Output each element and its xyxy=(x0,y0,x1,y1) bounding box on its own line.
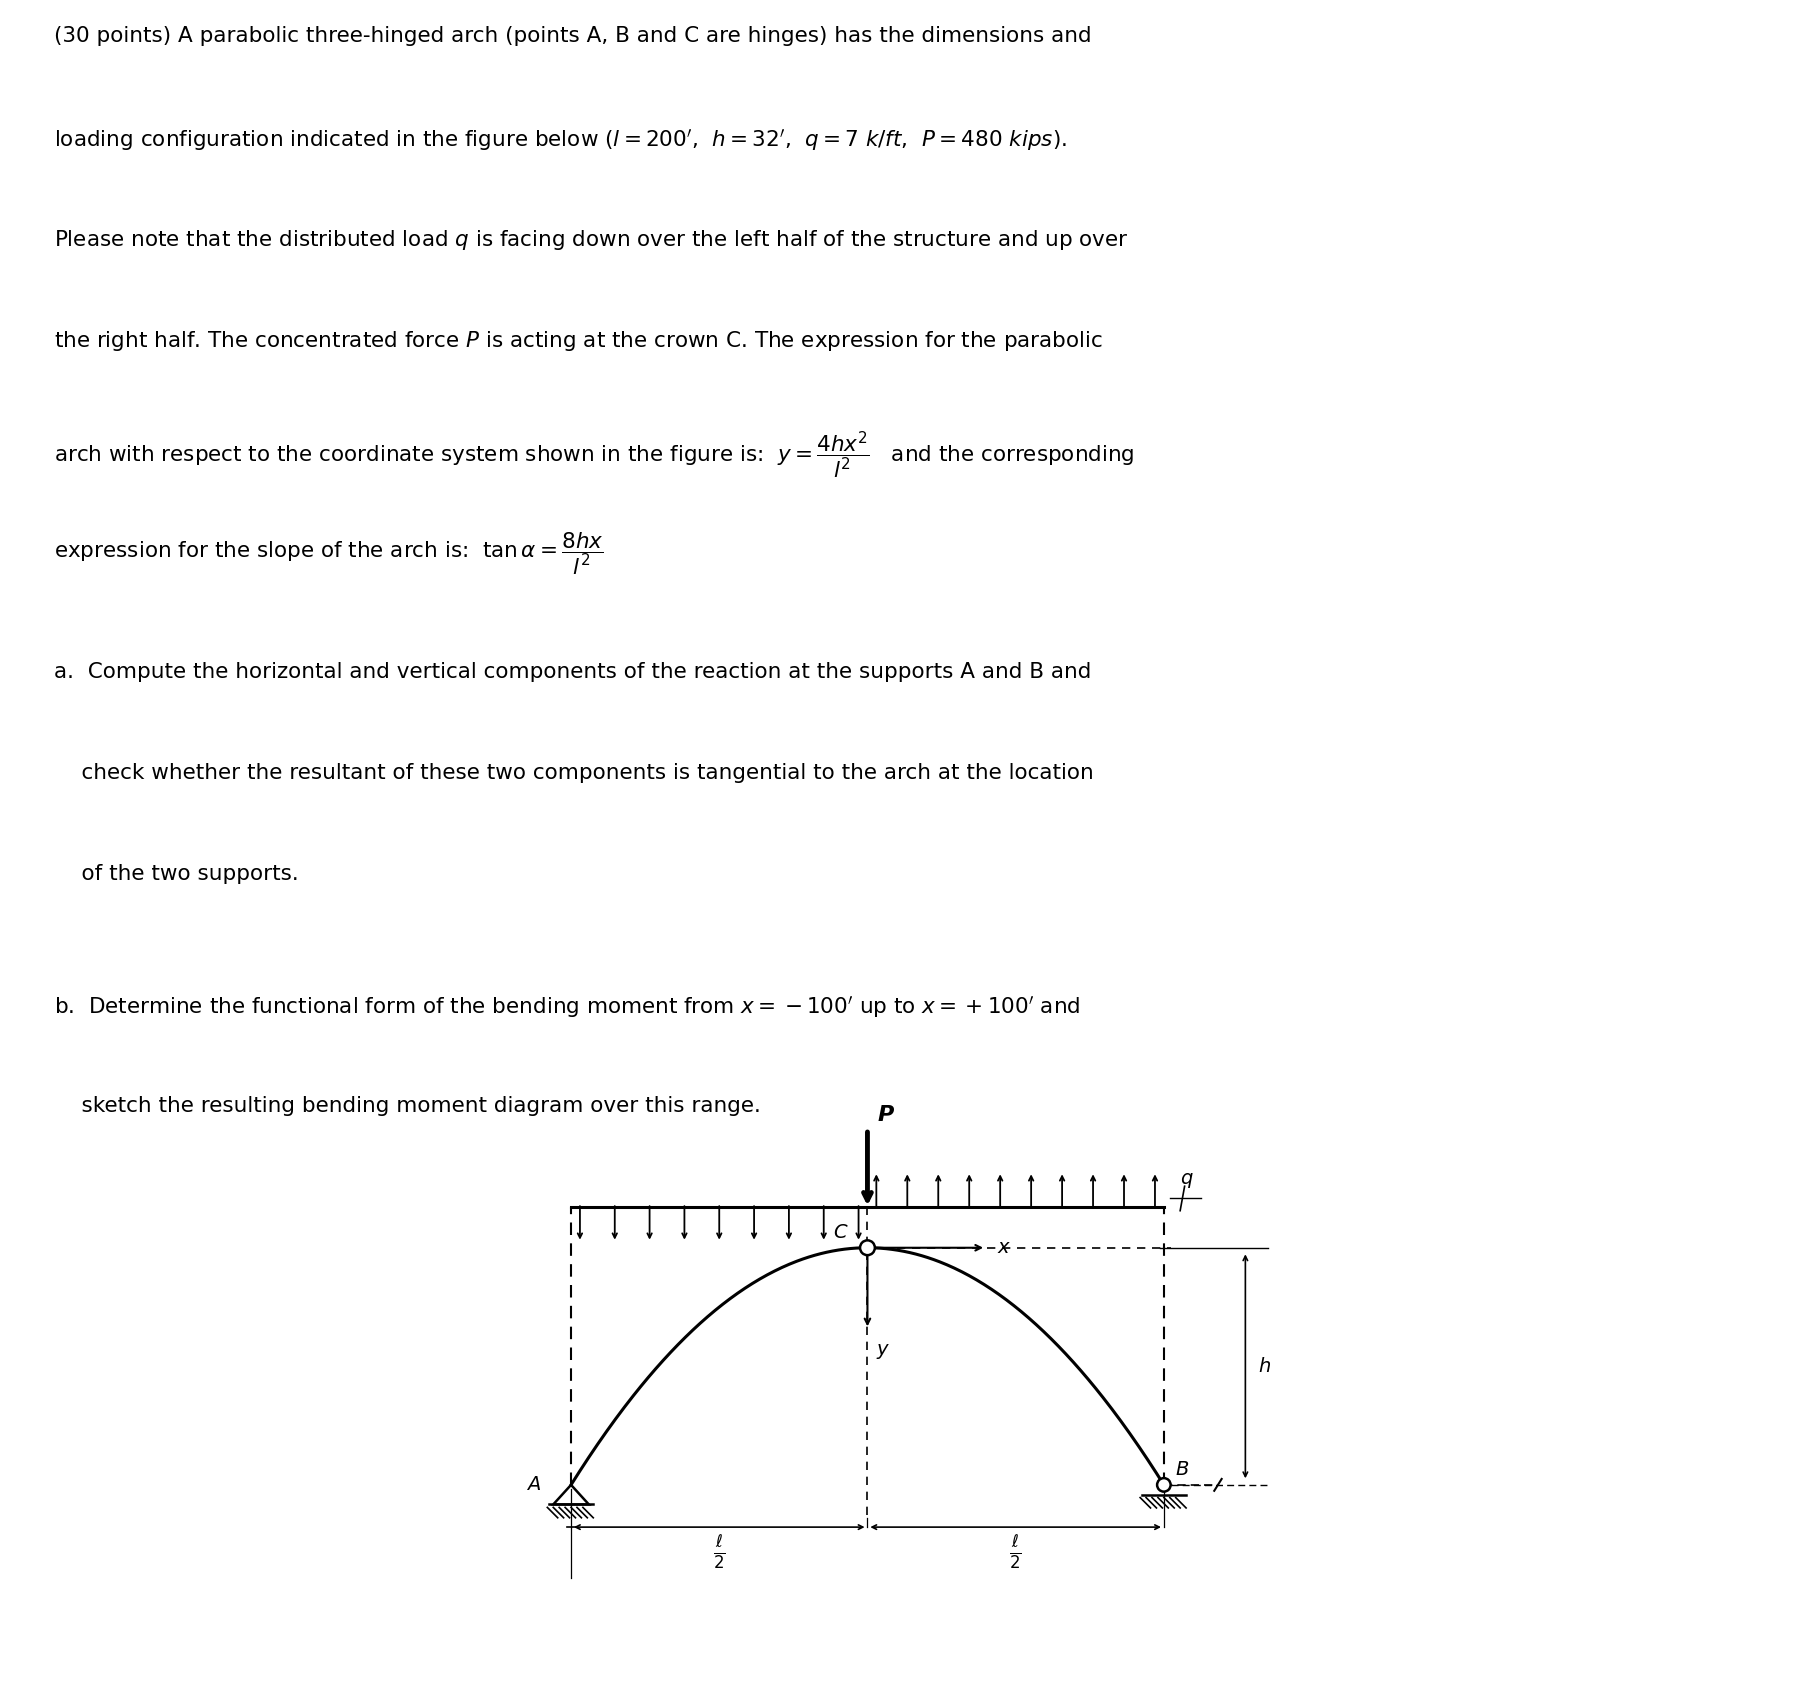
Text: loading configuration indicated in the figure below ($l = 200'$,  $h = 32'$,  $q: loading configuration indicated in the f… xyxy=(54,127,1067,154)
Text: $\frac{\ell}{2}$: $\frac{\ell}{2}$ xyxy=(713,1533,725,1571)
Text: q: q xyxy=(1179,1169,1192,1188)
Text: A: A xyxy=(526,1476,539,1495)
Circle shape xyxy=(1158,1478,1170,1491)
Text: expression for the slope of the arch is:  $\tan\alpha = \dfrac{8hx}{l^2}$: expression for the slope of the arch is:… xyxy=(54,531,604,577)
Text: check whether the resultant of these two components is tangential to the arch at: check whether the resultant of these two… xyxy=(54,763,1094,783)
Text: y: y xyxy=(876,1341,888,1360)
Text: b.  Determine the functional form of the bending moment from $x = -100'$ up to $: b. Determine the functional form of the … xyxy=(54,995,1080,1021)
Text: P: P xyxy=(877,1105,894,1125)
Text: C: C xyxy=(834,1223,847,1242)
Text: of the two supports.: of the two supports. xyxy=(54,864,298,884)
Text: Please note that the distributed load $q$ is facing down over the left half of t: Please note that the distributed load $q… xyxy=(54,228,1129,251)
Text: (30 points) A parabolic three-hinged arch (points A, B and C are hinges) has the: (30 points) A parabolic three-hinged arc… xyxy=(54,27,1093,46)
Text: B: B xyxy=(1176,1459,1189,1479)
Text: x: x xyxy=(997,1238,1009,1257)
Text: arch with respect to the coordinate system shown in the figure is:  $y = \dfrac{: arch with respect to the coordinate syst… xyxy=(54,430,1134,481)
Text: a.  Compute the horizontal and vertical components of the reaction at the suppor: a. Compute the horizontal and vertical c… xyxy=(54,661,1091,682)
Circle shape xyxy=(859,1240,876,1255)
Text: h: h xyxy=(1259,1356,1272,1377)
Text: $\frac{\ell}{2}$: $\frac{\ell}{2}$ xyxy=(1009,1533,1022,1571)
Text: sketch the resulting bending moment diagram over this range.: sketch the resulting bending moment diag… xyxy=(54,1095,762,1115)
Text: the right half. The concentrated force $P$ is acting at the crown C. The express: the right half. The concentrated force $… xyxy=(54,329,1103,353)
